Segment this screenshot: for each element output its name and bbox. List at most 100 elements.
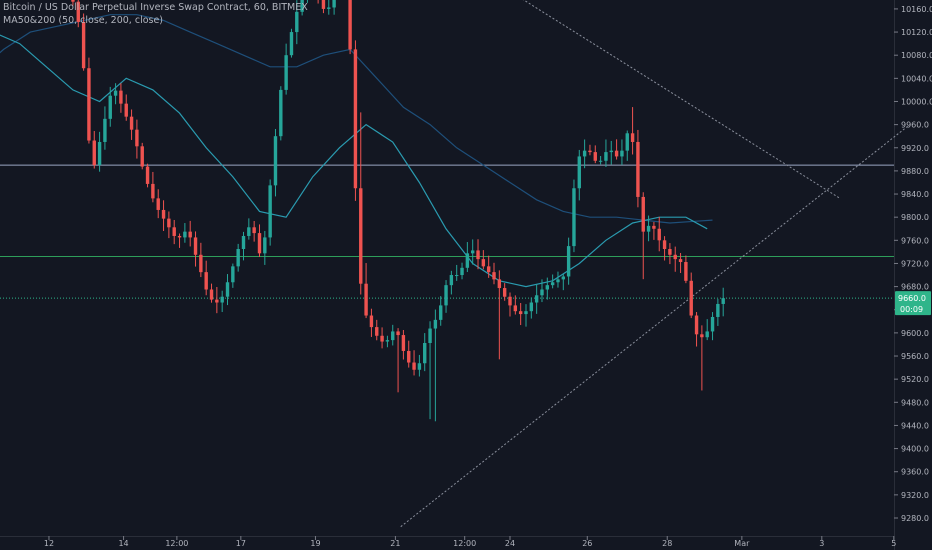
candle-body	[700, 334, 704, 338]
y-tick-label: 9880.0	[901, 167, 929, 176]
candle-body	[646, 225, 651, 232]
up-candle	[529, 297, 534, 319]
down-candle	[662, 236, 667, 261]
down-candle	[353, 40, 358, 201]
down-candle	[652, 221, 656, 240]
down-candle	[151, 171, 155, 203]
down-candle	[252, 221, 256, 242]
candle-body	[710, 316, 715, 332]
candle-body	[705, 331, 709, 338]
down-candle	[359, 112, 363, 295]
upper-trendline[interactable]	[478, 0, 841, 200]
down-candle	[124, 94, 128, 121]
candle-body	[678, 259, 683, 263]
indicator-legend[interactable]: MA50&200 (50, close, 200, close)	[3, 15, 163, 27]
up-candle	[417, 354, 422, 377]
candle-body	[455, 275, 459, 277]
down-candle	[193, 231, 198, 267]
indicator-label: MA50&200	[3, 15, 56, 26]
x-tick-label: 28	[662, 539, 672, 548]
candle-body	[630, 133, 635, 142]
candle-body	[263, 237, 267, 254]
candle-body	[220, 296, 224, 303]
candle-body	[609, 150, 613, 153]
candle-body	[327, 7, 331, 9]
candle-body	[92, 140, 96, 166]
down-candle	[678, 252, 683, 273]
down-candle	[161, 200, 166, 231]
down-candle	[588, 144, 592, 156]
down-candle	[172, 219, 176, 245]
candle-body	[151, 183, 155, 199]
up-candle	[113, 83, 118, 105]
candle-body	[662, 240, 667, 249]
candle-body	[439, 305, 443, 320]
candle-body	[97, 141, 102, 166]
up-candle	[625, 130, 629, 161]
down-candle	[694, 312, 699, 347]
x-tick-label: 12:00	[165, 539, 188, 548]
down-candle	[673, 246, 677, 272]
candle-body	[449, 275, 454, 286]
down-candle	[92, 131, 96, 169]
down-candle	[508, 292, 512, 317]
candle-body	[167, 218, 171, 228]
candle-body	[348, 0, 352, 50]
candle-body	[193, 237, 198, 255]
x-tick-label: 5	[891, 539, 896, 548]
candle-body	[444, 285, 448, 306]
y-tick-label: 9760.0	[901, 236, 929, 245]
candle-body	[273, 136, 278, 186]
candle-body	[689, 280, 693, 316]
candle-body	[524, 311, 528, 315]
y-tick-label: 9520.0	[901, 375, 929, 384]
candle-body	[508, 296, 512, 306]
x-tick-label: 3	[819, 539, 824, 548]
candle-body	[481, 259, 486, 267]
up-candle	[300, 0, 304, 16]
up-candle	[241, 231, 246, 261]
candle-body	[257, 233, 262, 254]
candle-body	[529, 302, 534, 312]
last-price-tag: 9660.0 00:09	[895, 291, 931, 316]
candle-body	[140, 146, 144, 167]
down-candle	[641, 192, 645, 280]
x-tick-label: 19	[310, 539, 320, 548]
candle-body	[321, 0, 326, 9]
down-candle	[689, 272, 693, 319]
lower-trendline[interactable]	[400, 124, 911, 528]
candle-body	[561, 276, 565, 280]
candle-body	[204, 272, 208, 290]
up-candle	[103, 106, 107, 150]
down-candle	[81, 13, 86, 71]
candle-body	[604, 152, 608, 161]
down-candle	[369, 308, 374, 337]
down-candle	[119, 83, 123, 113]
candle-body	[135, 129, 139, 147]
down-candle	[486, 255, 491, 278]
down-candle	[167, 211, 171, 239]
y-tick-label: 9480.0	[901, 398, 929, 407]
y-tick-label: 10000.0	[901, 97, 932, 106]
up-candle	[609, 140, 613, 165]
up-candle	[183, 223, 187, 243]
down-candle	[188, 220, 192, 247]
up-candle	[460, 262, 464, 280]
up-candle	[721, 287, 725, 317]
down-candle	[145, 163, 150, 188]
candle-body	[124, 103, 128, 117]
y-tick-label: 9800.0	[901, 213, 929, 222]
up-candle	[604, 139, 608, 167]
y-tick-label: 9560.0	[901, 352, 929, 361]
down-candle	[321, 0, 326, 14]
down-candle	[199, 242, 203, 278]
candle-body	[556, 279, 560, 283]
up-candle	[97, 131, 102, 172]
candle-body	[359, 188, 363, 284]
down-candle	[476, 239, 480, 270]
up-candle	[561, 273, 565, 291]
indicator-params: (50, close, 200, close)	[58, 15, 164, 26]
